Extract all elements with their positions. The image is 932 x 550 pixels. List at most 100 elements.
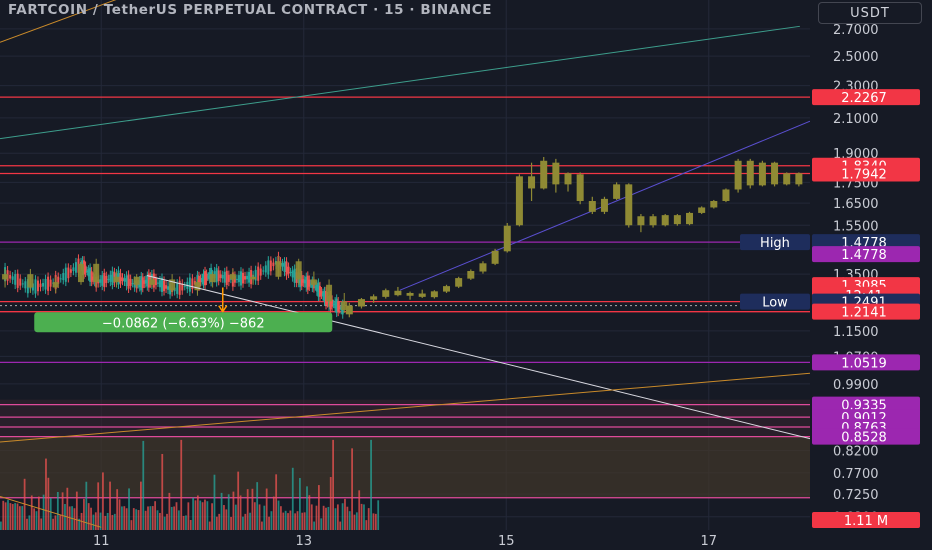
history-candle-body bbox=[101, 275, 104, 286]
volume-bar bbox=[149, 506, 152, 530]
volume-bar bbox=[121, 506, 123, 530]
volume-bar bbox=[189, 520, 192, 530]
candle-body bbox=[710, 201, 718, 208]
history-candle-body bbox=[49, 279, 52, 287]
history-candle-body bbox=[67, 267, 70, 279]
history-candle-body bbox=[165, 285, 168, 289]
history-candle-body bbox=[167, 286, 170, 290]
volume-bar bbox=[367, 508, 370, 530]
history-overlay-body bbox=[295, 261, 302, 280]
history-overlay-body bbox=[229, 274, 236, 280]
volume-bar bbox=[66, 487, 69, 530]
price-label-box bbox=[812, 89, 920, 106]
currency-button[interactable]: USDT bbox=[818, 2, 922, 24]
history-candle-body bbox=[323, 291, 326, 302]
history-candle-body bbox=[163, 280, 166, 292]
volume-bar bbox=[192, 497, 194, 530]
volume-bar bbox=[341, 503, 344, 530]
history-candle-body bbox=[42, 283, 45, 287]
volume-bar bbox=[317, 485, 320, 530]
volume-bar bbox=[87, 503, 90, 530]
price-label: 1.2141 bbox=[841, 306, 887, 321]
volume-bar bbox=[154, 501, 157, 530]
history-candle-body bbox=[144, 279, 147, 284]
volume-bar bbox=[215, 516, 218, 530]
volume-bar bbox=[180, 439, 183, 530]
volume-bar bbox=[211, 503, 213, 530]
demand-zone bbox=[0, 436, 810, 498]
volume-bar bbox=[344, 498, 346, 530]
price-label-box bbox=[812, 246, 920, 263]
volume-bar bbox=[372, 513, 375, 530]
volume-bar bbox=[42, 494, 45, 530]
volume-bar bbox=[339, 521, 342, 530]
history-overlay-body bbox=[326, 284, 333, 302]
volume-bar bbox=[52, 518, 54, 530]
history-candle-body bbox=[191, 278, 194, 290]
volume-bar bbox=[199, 500, 202, 530]
volume-bar bbox=[92, 514, 95, 530]
volume-bar bbox=[135, 509, 138, 530]
volume-bar bbox=[358, 490, 361, 530]
history-candle-body bbox=[14, 274, 17, 285]
history-candle-body bbox=[109, 274, 112, 282]
history-candle-body bbox=[281, 263, 284, 267]
volume-bar bbox=[334, 508, 337, 530]
volume-bar bbox=[294, 513, 297, 530]
volume-bar bbox=[99, 512, 102, 530]
volume-bar bbox=[47, 477, 50, 530]
volume-bar bbox=[272, 496, 275, 530]
history-candle-body bbox=[119, 273, 122, 284]
volume-bar bbox=[301, 512, 304, 530]
history-candle-body bbox=[227, 274, 230, 282]
volume-bar bbox=[185, 515, 187, 530]
volume-bar bbox=[242, 516, 244, 530]
y-tick-label: 1.1500 bbox=[833, 325, 879, 340]
history-candle-body bbox=[259, 268, 262, 276]
volume-bar bbox=[365, 520, 368, 530]
history-candle-body bbox=[146, 275, 149, 287]
history-candle-body bbox=[147, 273, 150, 288]
volume-bar bbox=[336, 504, 339, 530]
volume-bar bbox=[201, 502, 204, 530]
history-candle-body bbox=[283, 261, 286, 272]
volume-bar bbox=[97, 482, 100, 530]
volume-bar bbox=[327, 506, 330, 530]
volume-bar bbox=[370, 439, 372, 530]
volume-bar bbox=[360, 503, 363, 530]
volume-bar bbox=[163, 516, 166, 530]
history-candle-body bbox=[272, 262, 275, 267]
history-candle-body bbox=[308, 279, 311, 287]
trendline bbox=[0, 372, 811, 443]
history-candle-body bbox=[221, 275, 224, 279]
volume-bar bbox=[234, 504, 237, 530]
volume-bar bbox=[166, 513, 168, 530]
volume-bar bbox=[377, 500, 380, 530]
price-label: 1.4778 bbox=[841, 248, 887, 263]
history-overlay-body bbox=[310, 279, 317, 285]
candle-body bbox=[734, 160, 742, 190]
x-tick-label: 11 bbox=[93, 534, 110, 549]
volume-bar bbox=[253, 502, 256, 530]
history-candle-body bbox=[219, 274, 222, 279]
volume-bar bbox=[113, 513, 116, 530]
chart-title: FARTCOIN / TetherUS PERPETUAL CONTRACT ·… bbox=[8, 2, 493, 18]
volume-bar bbox=[332, 439, 334, 530]
y-tick-label: 1.5500 bbox=[833, 219, 879, 234]
candle-body bbox=[649, 216, 657, 226]
history-candle-body bbox=[217, 270, 220, 282]
volume-bar bbox=[313, 521, 316, 530]
history-candle-body bbox=[92, 276, 95, 281]
volume-bar bbox=[33, 508, 35, 530]
candle-body bbox=[455, 278, 463, 287]
history-candle-body bbox=[204, 271, 207, 286]
history-candle-body bbox=[305, 276, 308, 288]
history-candle-body bbox=[69, 269, 72, 273]
volume-bar bbox=[147, 506, 149, 530]
price-label: 2.2267 bbox=[841, 91, 887, 106]
history-candle-body bbox=[183, 286, 186, 288]
volume-bar bbox=[249, 512, 251, 530]
history-candle-body bbox=[208, 272, 211, 280]
history-candle-body bbox=[154, 278, 157, 286]
